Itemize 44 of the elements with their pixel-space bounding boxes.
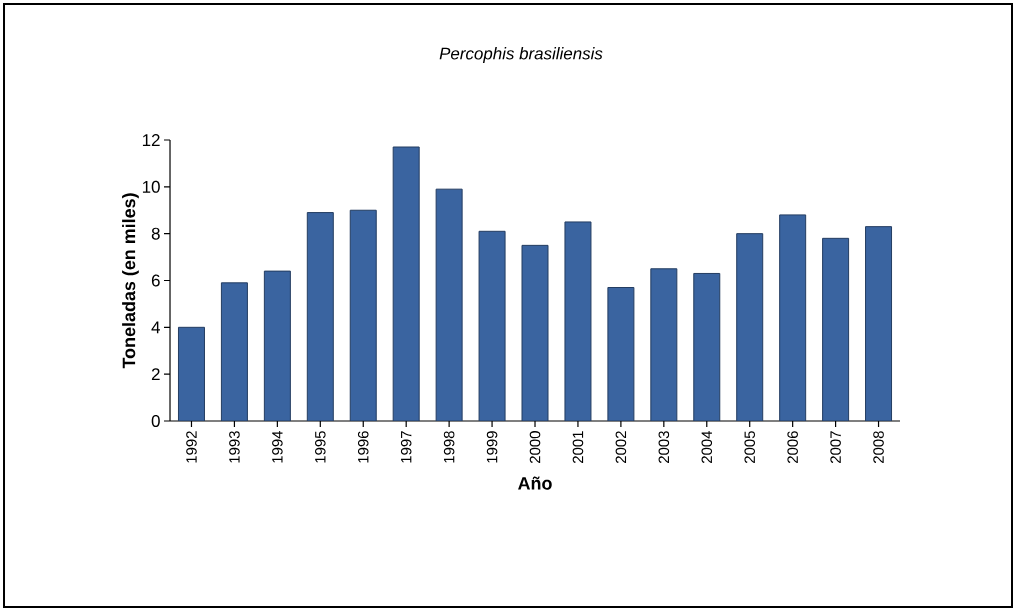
x-tick-label: 2005 xyxy=(744,431,755,463)
bar xyxy=(564,221,592,421)
x-tick-label: 1999 xyxy=(486,431,498,463)
y-tick-label: 10 xyxy=(142,180,160,193)
x-tick-label: 2008 xyxy=(873,431,884,463)
bar xyxy=(392,146,420,421)
x-axis-title: Año xyxy=(518,476,552,490)
bar xyxy=(306,212,334,421)
x-tick-label: 2000 xyxy=(529,431,541,463)
bar xyxy=(349,209,377,421)
x-tick-label: 1998 xyxy=(443,431,455,463)
bar xyxy=(263,270,291,421)
bar xyxy=(736,233,764,421)
x-tick-label: 1995 xyxy=(315,431,326,463)
x-tick-label: 1996 xyxy=(357,431,369,463)
y-tick-label: 6 xyxy=(151,274,160,287)
x-tick-label: 2001 xyxy=(572,431,584,463)
x-tick-label: 1993 xyxy=(229,431,240,463)
bar xyxy=(478,230,506,421)
y-tick-label: 4 xyxy=(151,321,160,334)
y-axis-title: Toneladas (en miles) xyxy=(122,193,139,369)
x-tick-label: 1997 xyxy=(400,431,412,463)
bar xyxy=(693,272,721,421)
x-tick-label: 2004 xyxy=(701,430,713,463)
y-tick-label: 8 xyxy=(151,227,160,240)
y-tick-label: 2 xyxy=(151,368,160,381)
bar xyxy=(650,268,678,421)
x-tick-label: 1994 xyxy=(272,430,283,463)
bar xyxy=(177,326,205,421)
bar xyxy=(220,282,248,421)
y-tick-label: 0 xyxy=(151,414,160,427)
y-tick-label: 12 xyxy=(142,134,160,146)
x-tick-label: 2006 xyxy=(787,431,798,463)
x-tick-label: 2002 xyxy=(615,431,627,463)
x-tick-label: 1992 xyxy=(186,431,197,463)
x-tick-label: 2003 xyxy=(658,431,670,463)
chart-title: Percophis brasiliensis xyxy=(439,47,603,63)
bar xyxy=(822,237,850,421)
bar xyxy=(607,287,635,421)
bar xyxy=(779,214,807,421)
bar xyxy=(521,244,549,421)
x-tick-label: 2007 xyxy=(830,431,841,463)
bar xyxy=(435,188,463,421)
bar xyxy=(865,226,893,421)
